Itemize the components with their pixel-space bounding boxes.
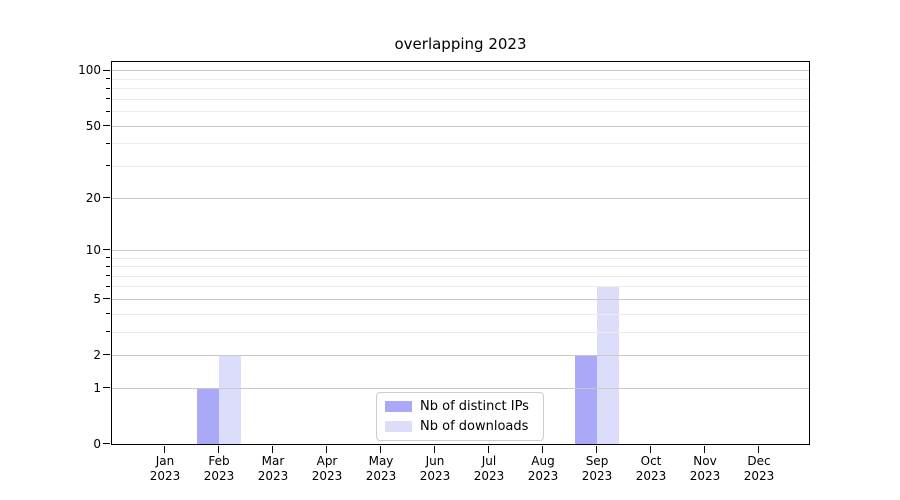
x-tick-label: Jun 2023 <box>419 454 451 483</box>
x-tick-label: Jul 2023 <box>473 454 505 483</box>
y-axis-minor-tick <box>106 256 110 258</box>
legend-label-downloads: Nb of downloads <box>420 419 529 434</box>
x-axis-tick <box>488 445 490 453</box>
x-tick-label: Sep 2023 <box>581 454 613 483</box>
legend-item-distinct-ips: Nb of distinct IPs <box>385 398 535 415</box>
x-tick-label: Oct 2023 <box>635 454 667 483</box>
y-tick-label: 1 <box>93 380 101 395</box>
y-axis-minor-tick <box>106 78 110 80</box>
y-axis-minor-tick <box>106 285 110 287</box>
y-tick-label: 10 <box>85 242 101 257</box>
x-axis-tick <box>272 445 274 453</box>
major-gridline <box>112 125 809 127</box>
minor-gridline <box>112 165 809 167</box>
x-tick-label: Jan 2023 <box>149 454 181 483</box>
y-axis-minor-tick <box>106 275 110 277</box>
minor-gridline <box>112 266 809 268</box>
minor-gridline <box>112 331 809 333</box>
x-axis-tick <box>218 445 220 453</box>
x-axis-tick <box>596 445 598 453</box>
x-axis-tick <box>758 445 760 453</box>
y-axis-tick <box>103 354 110 356</box>
y-axis-tick <box>103 443 110 445</box>
minor-gridline <box>112 98 809 100</box>
y-axis-minor-tick <box>106 142 110 144</box>
minor-gridline <box>112 111 809 113</box>
y-axis-tick <box>103 196 110 198</box>
minor-gridline <box>112 275 809 277</box>
y-tick-label: 0 <box>93 437 101 451</box>
minor-gridline <box>112 88 809 90</box>
y-axis-tick <box>103 387 110 389</box>
minor-gridline <box>112 286 809 288</box>
x-axis-tick <box>380 445 382 453</box>
legend-swatch-downloads-icon <box>385 421 412 432</box>
y-tick-label: 2 <box>93 348 101 363</box>
legend-swatch-distinct-ips-icon <box>385 401 412 412</box>
x-axis-tick <box>542 445 544 453</box>
y-axis-minor-tick <box>106 265 110 267</box>
chart-title: overlapping 2023 <box>394 35 527 53</box>
x-axis-tick <box>704 445 706 453</box>
x-tick-label: Feb 2023 <box>203 454 235 483</box>
y-tick-label: 50 <box>85 118 101 133</box>
major-gridline <box>112 355 809 357</box>
y-axis-tick <box>103 124 110 126</box>
x-tick-label: Mar 2023 <box>257 454 289 483</box>
y-axis-minor-tick <box>106 87 110 89</box>
y-axis-minor-tick <box>106 165 110 167</box>
major-gridline <box>112 197 809 199</box>
major-gridline <box>112 387 809 389</box>
major-gridline <box>112 249 809 251</box>
minor-gridline <box>112 78 809 80</box>
x-tick-label: May 2023 <box>365 454 397 483</box>
y-tick-label: 100 <box>78 63 101 78</box>
bar-distinct-ips <box>197 387 219 444</box>
y-axis-minor-tick <box>106 98 110 100</box>
legend: Nb of distinct IPs Nb of downloads <box>376 392 544 441</box>
minor-gridline <box>112 257 809 259</box>
minor-gridline <box>112 143 809 145</box>
y-axis-minor-tick <box>106 331 110 333</box>
y-axis-minor-tick <box>106 313 110 315</box>
legend-label-distinct-ips: Nb of distinct IPs <box>420 399 529 414</box>
major-gridline <box>112 70 809 72</box>
y-tick-label: 5 <box>93 291 101 306</box>
y-axis-tick <box>103 69 110 71</box>
y-axis-minor-tick <box>106 110 110 112</box>
y-tick-label: 20 <box>85 190 101 205</box>
y-axis-tick <box>103 298 110 300</box>
bar-downloads <box>219 355 241 444</box>
major-gridline <box>112 298 809 300</box>
x-axis-tick <box>164 445 166 453</box>
bar-downloads <box>597 286 619 444</box>
x-axis-tick <box>434 445 436 453</box>
bar-distinct-ips <box>575 355 597 444</box>
x-axis-tick <box>650 445 652 453</box>
x-tick-label: Dec 2023 <box>743 454 775 483</box>
x-tick-label: Nov 2023 <box>689 454 721 483</box>
x-tick-label: Aug 2023 <box>527 454 559 483</box>
minor-gridline <box>112 313 809 315</box>
plot-area: Nb of distinct IPs Nb of downloads 0 1 2 5 1… <box>78 61 810 483</box>
legend-item-downloads: Nb of downloads <box>385 418 535 435</box>
x-axis-tick <box>326 445 328 453</box>
x-tick-label: Apr 2023 <box>311 454 343 483</box>
y-axis-tick <box>103 249 110 251</box>
